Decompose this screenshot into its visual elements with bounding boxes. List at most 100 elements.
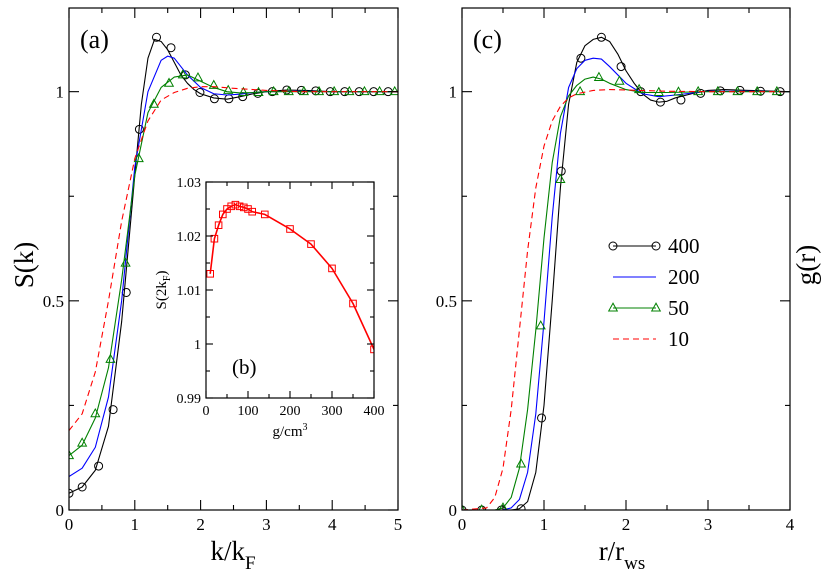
legend-label: 50 [668, 296, 689, 320]
data-point-50 [344, 85, 355, 96]
data-point-50 [148, 98, 160, 108]
data-point-curve [223, 205, 231, 213]
plot-frame [205, 181, 375, 399]
data-point-curve [349, 299, 357, 308]
panel-label: (a) [80, 25, 109, 54]
data-point-50 [732, 85, 743, 96]
data-point-400 [696, 88, 706, 98]
data-point-400 [69, 488, 74, 498]
data-point-curve [286, 225, 294, 233]
data-point-curve [214, 221, 223, 229]
data-point-50 [313, 85, 325, 96]
panel-a-structure-factor: 0 1 2 3 4 5 0 0.5 1 (a) k/kF S(k) [9, 7, 403, 574]
x-tick-label: 3 [262, 515, 271, 534]
data-point-50 [298, 85, 310, 96]
panel-label: (c) [473, 25, 502, 54]
data-point-50 [238, 86, 249, 97]
y-tick-label: 0 [56, 501, 65, 520]
panel-b-series [206, 200, 374, 354]
data-point-50 [498, 502, 508, 510]
data-point-50 [555, 173, 566, 184]
data-point-400 [180, 70, 190, 80]
x-tick-label: 200 [280, 404, 301, 419]
legend: 400 200 50 10 [607, 234, 700, 351]
panel-b-inset-s2kf: 0 100 200 300 400 0.99 1 1.01 1.02 1.03 (b) g/cm3 S(… [154, 176, 385, 440]
data-point-400 [676, 95, 686, 105]
series-line-200 [462, 57, 790, 510]
x-tick-label: 0 [458, 515, 467, 534]
data-point-50 [359, 85, 370, 96]
x-axis-label-subscript: F [245, 553, 256, 574]
y-tick-label: 0.99 [177, 392, 202, 407]
data-point-50 [77, 437, 88, 447]
panel-c-series [462, 32, 790, 510]
x-axis-label: k/kF [210, 536, 255, 574]
data-point-400 [537, 413, 547, 423]
x-tick-label: 1 [131, 515, 140, 534]
data-point-50 [633, 83, 645, 94]
panel-label: (b) [232, 355, 257, 379]
y-tick-label: 1 [194, 338, 201, 353]
x-tick-label: 400 [364, 404, 385, 419]
data-point-400 [576, 53, 586, 63]
data-point-400 [94, 461, 104, 471]
panel-c-pair-correlation: 0 1 2 3 4 0 0.5 1 (c) r/rws g(r) 400 200 50 10 [436, 7, 821, 574]
data-point-50 [574, 85, 586, 96]
data-point-curve [240, 203, 248, 212]
y-axis-label-subscript: F [162, 275, 173, 281]
data-point-400 [596, 32, 606, 42]
data-point-400 [655, 97, 665, 107]
data-point-50 [374, 85, 385, 96]
data-point-400 [616, 62, 626, 72]
data-point-50 [163, 77, 175, 87]
data-point-curve [370, 345, 374, 354]
legend-marker-50 [650, 302, 662, 312]
data-point-50 [208, 79, 219, 89]
x-tick-label: 0 [203, 404, 210, 419]
data-point-50 [192, 72, 204, 82]
panel-a-series [69, 32, 398, 498]
data-point-curve [307, 240, 315, 248]
data-point-curve [235, 202, 244, 211]
inset-background [206, 182, 374, 398]
series-line-400 [462, 36, 790, 510]
series-line-10 [462, 89, 790, 510]
data-point-400 [166, 43, 176, 53]
data-point-curve [210, 234, 219, 243]
x-tick-label: 100 [238, 404, 259, 419]
data-point-400 [195, 88, 205, 98]
data-point-400 [134, 124, 144, 134]
data-point-50 [515, 458, 527, 468]
y-tick-label: 0 [449, 501, 458, 520]
data-point-50 [771, 85, 783, 96]
data-point-curve [231, 200, 240, 209]
x-tick-label: 4 [786, 515, 795, 534]
data-point-400 [121, 287, 131, 297]
data-point-50 [693, 85, 704, 96]
data-point-50 [253, 86, 264, 97]
data-point-curve [244, 205, 252, 213]
legend-marker-400 [651, 241, 661, 251]
y-axis-label-close: ) [154, 271, 170, 276]
data-point-50 [223, 84, 234, 94]
x-tick-label: 300 [322, 404, 343, 419]
data-point-curve [248, 207, 256, 216]
series-line-50 [69, 74, 398, 457]
data-point-50 [133, 152, 144, 163]
x-tick-label: 2 [622, 515, 631, 534]
y-tick-label: 1 [56, 83, 65, 102]
plot-frame [68, 7, 399, 511]
data-point-50 [329, 85, 340, 96]
x-tick-label: 5 [394, 515, 403, 534]
y-axis-label: S(2kF) [154, 271, 173, 310]
data-point-400 [108, 405, 118, 415]
y-tick-label: 0.5 [43, 292, 64, 311]
data-point-curve [261, 210, 269, 219]
x-axis-label: g/cm3 [273, 422, 308, 440]
data-point-50 [90, 407, 101, 418]
data-point-400 [77, 482, 87, 492]
y-tick-label: 1 [449, 83, 458, 102]
data-point-50 [389, 85, 398, 96]
data-point-50 [535, 320, 546, 330]
